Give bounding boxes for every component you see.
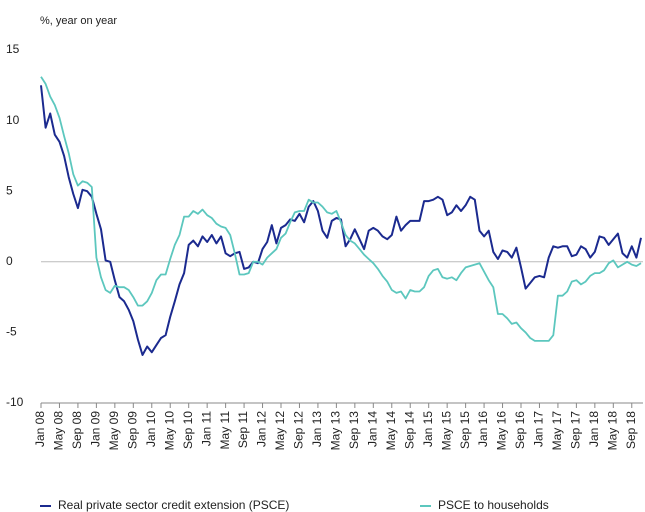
- x-tick-label: Jan 10: [144, 411, 158, 447]
- x-tick-label: Sep 17: [569, 411, 583, 449]
- x-tick-label: Sep 10: [181, 411, 195, 449]
- y-tick-label: 0: [6, 254, 13, 268]
- x-tick-label: Jan 09: [89, 411, 103, 447]
- y-tick-label: -5: [6, 325, 17, 339]
- x-tick-label: Jan 08: [33, 411, 47, 447]
- x-tick-label: Jan 14: [365, 411, 379, 447]
- x-tick-label: Jan 12: [255, 411, 269, 447]
- x-tick-label: Sep 12: [292, 411, 306, 449]
- x-tick-label: May 17: [550, 411, 564, 451]
- x-tick-label: May 16: [495, 411, 509, 451]
- x-tick-label: Jan 18: [587, 411, 601, 447]
- x-tick-label: Jan 13: [310, 411, 324, 447]
- x-tick-label: Sep 08: [70, 411, 84, 449]
- x-tick-label: May 14: [384, 411, 398, 451]
- x-tick-label: May 08: [52, 411, 66, 451]
- x-tick-label: May 18: [605, 411, 619, 451]
- x-tick-label: Jan 17: [532, 411, 546, 447]
- x-tick-label: May 13: [329, 411, 343, 451]
- x-tick-label: Sep 18: [624, 411, 638, 449]
- x-tick-label: Sep 15: [458, 411, 472, 449]
- x-tick-label: Jan 11: [199, 411, 213, 446]
- y-tick-label: 15: [6, 42, 20, 56]
- x-tick-label: May 12: [273, 411, 287, 451]
- x-tick-label: May 10: [162, 411, 176, 451]
- x-tick-label: Sep 16: [513, 411, 527, 449]
- legend-label: Real private sector credit extension (PS…: [58, 498, 289, 512]
- x-tick-label: May 11: [218, 411, 232, 450]
- x-tick-label: May 15: [439, 411, 453, 451]
- x-tick-label: May 09: [107, 411, 121, 451]
- x-tick-label: Sep 09: [125, 411, 139, 449]
- series-line: [40, 76, 642, 342]
- x-tick-label: Jan 15: [421, 411, 435, 447]
- legend-label: PSCE to households: [438, 498, 549, 512]
- y-axis-label: %, year on year: [40, 15, 117, 27]
- x-tick-label: Sep 14: [402, 411, 416, 449]
- series-line: [40, 85, 642, 356]
- y-tick-label: 10: [6, 113, 20, 127]
- y-tick-label: -10: [6, 395, 24, 409]
- x-tick-label: Sep 13: [347, 411, 361, 449]
- x-tick-label: Sep 11: [236, 411, 250, 448]
- x-tick-label: Jan 16: [476, 411, 490, 447]
- y-tick-label: 5: [6, 183, 13, 197]
